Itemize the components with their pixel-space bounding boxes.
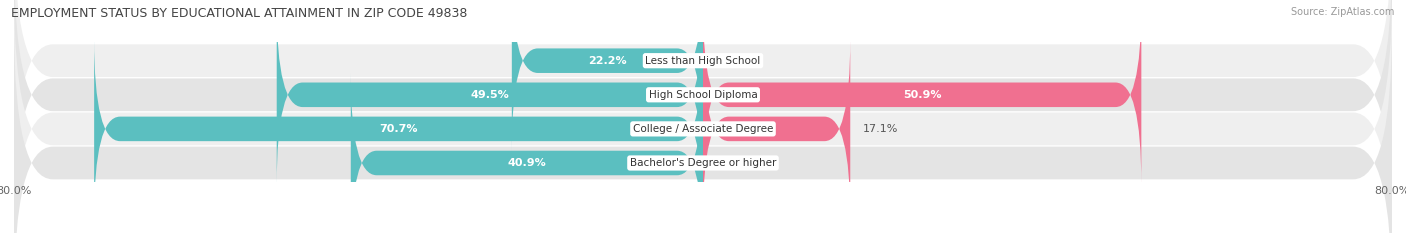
FancyBboxPatch shape xyxy=(14,0,1392,198)
Text: 0.0%: 0.0% xyxy=(716,158,744,168)
Text: 17.1%: 17.1% xyxy=(863,124,898,134)
FancyBboxPatch shape xyxy=(703,5,1142,185)
Text: EMPLOYMENT STATUS BY EDUCATIONAL ATTAINMENT IN ZIP CODE 49838: EMPLOYMENT STATUS BY EDUCATIONAL ATTAINM… xyxy=(11,7,468,20)
FancyBboxPatch shape xyxy=(14,26,1392,233)
FancyBboxPatch shape xyxy=(14,0,1392,233)
Text: 40.9%: 40.9% xyxy=(508,158,547,168)
Text: College / Associate Degree: College / Associate Degree xyxy=(633,124,773,134)
Text: Bachelor's Degree or higher: Bachelor's Degree or higher xyxy=(630,158,776,168)
Text: 50.9%: 50.9% xyxy=(903,90,942,100)
FancyBboxPatch shape xyxy=(350,73,703,233)
FancyBboxPatch shape xyxy=(277,5,703,185)
Text: Less than High School: Less than High School xyxy=(645,56,761,66)
Text: 49.5%: 49.5% xyxy=(471,90,509,100)
Text: 70.7%: 70.7% xyxy=(380,124,418,134)
Text: Source: ZipAtlas.com: Source: ZipAtlas.com xyxy=(1291,7,1395,17)
Text: 0.0%: 0.0% xyxy=(716,56,744,66)
FancyBboxPatch shape xyxy=(703,39,851,219)
Text: High School Diploma: High School Diploma xyxy=(648,90,758,100)
FancyBboxPatch shape xyxy=(14,0,1392,232)
FancyBboxPatch shape xyxy=(94,39,703,219)
FancyBboxPatch shape xyxy=(512,0,703,151)
Text: 22.2%: 22.2% xyxy=(588,56,627,66)
